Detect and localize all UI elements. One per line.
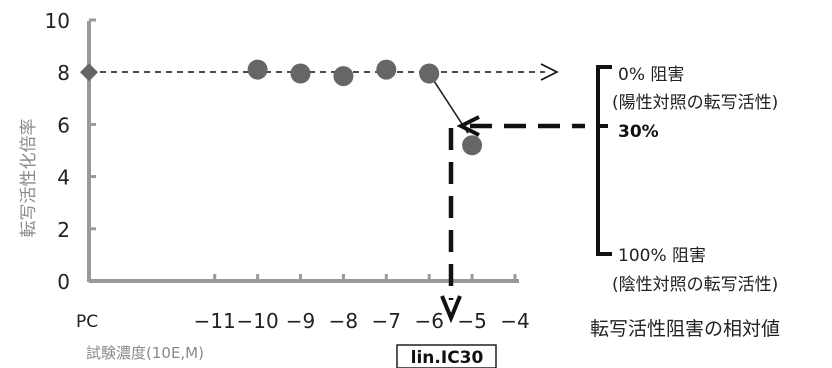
y-tick-label: 6 xyxy=(57,113,70,137)
thirty-percent-label: 30% xyxy=(618,122,659,142)
x-tick-label: −11 xyxy=(194,309,236,333)
ic30-horizontal-arrowhead xyxy=(456,115,480,137)
x-tick-label: −8 xyxy=(329,309,358,333)
inhibition-scale-bracket xyxy=(596,65,612,256)
zero-inhibition-label: 0% 阻害 xyxy=(618,65,684,85)
ic30-label: lin.IC30 xyxy=(411,348,484,368)
ic30-vertical-arrowhead xyxy=(440,295,462,324)
x-tick-label: −10 xyxy=(236,309,278,333)
data-point xyxy=(290,63,311,84)
hundred-inhibition-label: 100% 阻害 xyxy=(618,246,706,266)
axes xyxy=(87,21,519,283)
trend-line xyxy=(428,73,469,134)
x-tick-label: −6 xyxy=(414,309,443,333)
ic30-label-box xyxy=(396,344,497,368)
y-tick-label: 10 xyxy=(45,9,70,33)
x-tick-label: −5 xyxy=(457,309,486,333)
x-tick-label: −4 xyxy=(500,309,529,333)
data-point xyxy=(462,135,483,156)
x-axis-label: 試験濃度(10E,M) xyxy=(86,344,204,362)
zero-inhibition-arrowhead xyxy=(540,63,559,81)
x-ticks: −11 −10 −9 −8 −7 −6 −5 −4 xyxy=(194,274,530,333)
data-point xyxy=(247,59,268,80)
hundred-inhibition-note: (陰性対照の転写活性) xyxy=(612,275,778,295)
y-axis-label: 転写活性化倍率 xyxy=(19,119,39,238)
y-tick-label: 0 xyxy=(57,270,70,294)
x-tick-label: −7 xyxy=(372,309,401,333)
data-point xyxy=(333,66,354,87)
zero-inhibition-note: (陽性対照の転写活性) xyxy=(612,93,778,113)
data-points xyxy=(247,59,483,156)
pc-tick-label: PC xyxy=(76,312,98,332)
pc-point-marker xyxy=(80,63,98,82)
y-tick-label: 2 xyxy=(57,218,70,242)
y-tick-label: 8 xyxy=(57,61,70,85)
relative-value-caption: 転写活性阻害の相対値 xyxy=(590,318,780,340)
data-point xyxy=(376,59,397,80)
x-tick-label: −9 xyxy=(286,309,315,333)
y-tick-label: 4 xyxy=(57,166,70,190)
data-point xyxy=(419,63,440,84)
